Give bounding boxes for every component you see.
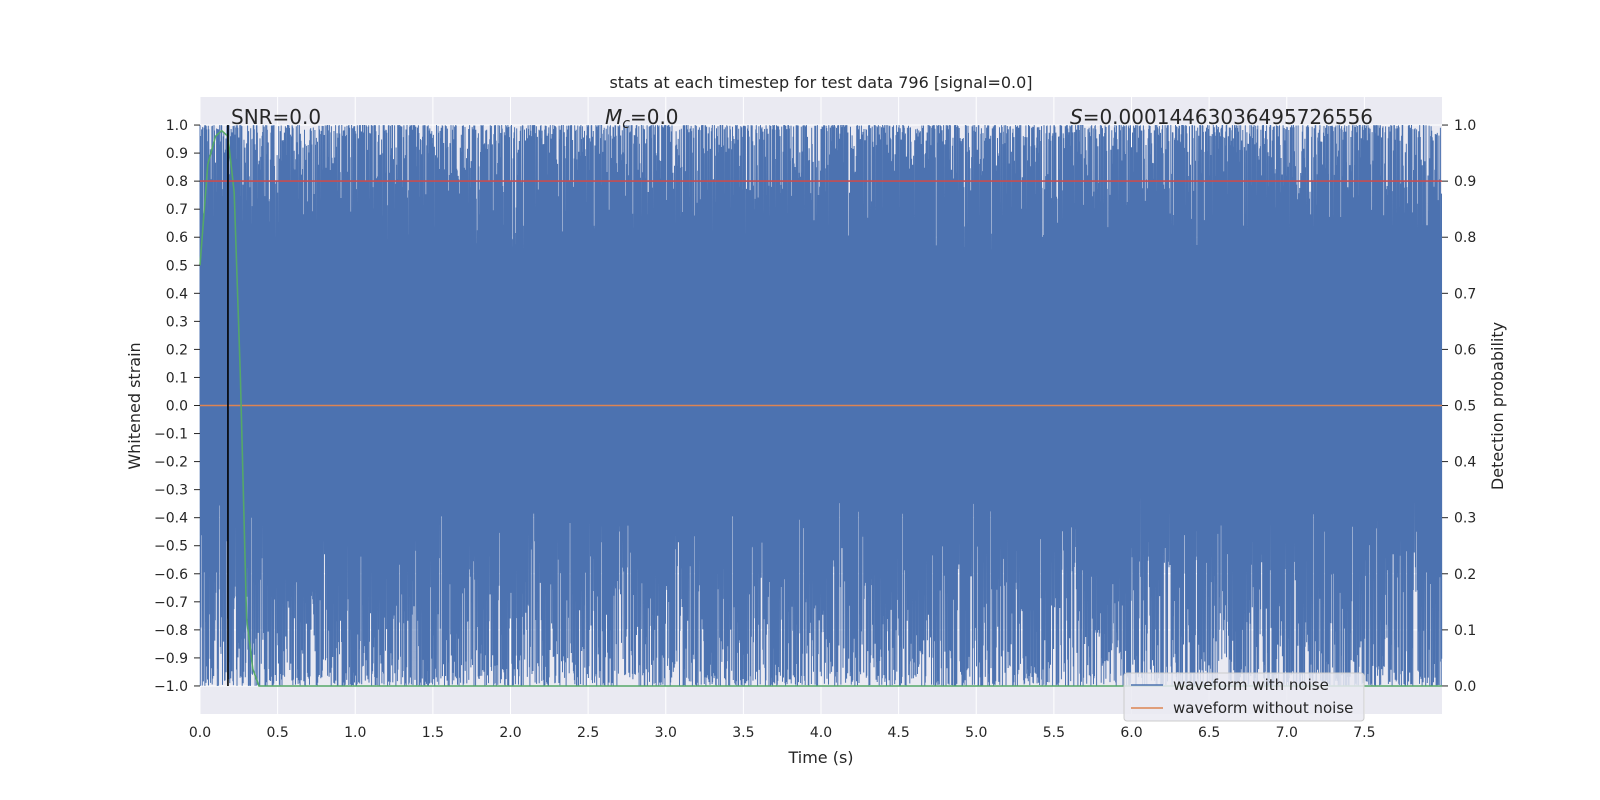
y-tick-label: 0.2 — [166, 342, 188, 358]
y-tick-labels: 1.0 0.9 0.8 0.7 0.6 0.5 0.4 0.3 0.2 0.1 0.0 −0.1 −0.… — [154, 118, 200, 695]
y-tick-label: 0.5 — [166, 258, 188, 274]
s-annotation: S=0.00014463036495726556 — [1070, 105, 1373, 129]
x-tick-label: 5.0 — [965, 725, 987, 741]
x-tick-label: 4.0 — [810, 725, 832, 741]
y-tick-label: 0.1 — [166, 370, 188, 386]
y2-tick-labels: 1.0 0.9 0.8 0.7 0.6 0.5 0.4 0.3 0.2 0.1 0.0 — [1442, 118, 1476, 695]
y2-tick-label: 0.1 — [1454, 623, 1476, 639]
y-tick-label: −0.9 — [154, 651, 188, 667]
x-tick-label: 4.5 — [887, 725, 909, 741]
y-tick-label: −0.3 — [154, 483, 188, 499]
snr-annotation: SNR=0.0 — [231, 105, 321, 129]
legend-box — [1123, 672, 1365, 722]
y-tick-label: 0.4 — [166, 286, 188, 302]
y-tick-label: 0.9 — [166, 146, 188, 162]
x-tick-label: 5.5 — [1043, 725, 1065, 741]
x-tick-label: 1.0 — [344, 725, 366, 741]
mc-symbol: M — [605, 105, 622, 129]
x-tick-labels: 0.0 0.5 1.0 1.5 2.0 2.5 3.0 3.5 4.0 4.5 5.0 5.5 6.0 6… — [189, 725, 1376, 741]
y2-tick-label: 0.4 — [1454, 455, 1476, 471]
y-tick-label: 0.6 — [166, 230, 188, 246]
y-tick-label: 1.0 — [166, 118, 188, 134]
y-tick-label: 0.0 — [166, 399, 188, 415]
chart-title: stats at each timestep for test data 796… — [609, 73, 1032, 92]
legend: waveform with noise waveform without noi… — [1123, 672, 1365, 722]
y2-axis-label: Detection probability — [1488, 322, 1507, 490]
x-tick-label: 2.5 — [577, 725, 599, 741]
y-tick-label: 0.3 — [166, 314, 188, 330]
y2-tick-label: 0.6 — [1454, 342, 1476, 358]
x-tick-label: 0.0 — [189, 725, 211, 741]
x-tick-label: 3.5 — [732, 725, 754, 741]
data-lines — [199, 125, 1442, 687]
x-axis-label: Time (s) — [787, 748, 853, 767]
x-tick-label: 0.5 — [266, 725, 288, 741]
legend-label-clean: waveform without noise — [1173, 699, 1353, 717]
legend-label-noise: waveform with noise — [1173, 676, 1329, 694]
y2-tick-label: 0.8 — [1454, 230, 1476, 246]
y2-tick-label: 0.2 — [1454, 567, 1476, 583]
y2-tick-label: 0.7 — [1454, 286, 1476, 302]
s-value: =0.00014463036495726556 — [1083, 105, 1373, 129]
y-tick-label: −0.8 — [154, 623, 188, 639]
x-tick-label: 2.0 — [499, 725, 521, 741]
y-tick-label: 0.8 — [166, 174, 188, 190]
y2-tick-label: 1.0 — [1454, 118, 1476, 134]
y-tick-label: −0.7 — [154, 595, 188, 611]
y2-tick-label: 0.0 — [1454, 679, 1476, 695]
chirp-mass-annotation: Mc=0.0 — [605, 105, 679, 132]
y-tick-label: −0.5 — [154, 539, 188, 555]
x-tick-label: 3.0 — [655, 725, 677, 741]
mc-value: =0.0 — [630, 105, 679, 129]
y-tick-label: −0.1 — [154, 427, 188, 443]
x-tick-label: 7.0 — [1276, 725, 1298, 741]
series-line-detection-probability — [199, 129, 1442, 687]
x-tick-label: 6.0 — [1120, 725, 1142, 741]
y-tick-label: −0.6 — [154, 567, 188, 583]
y-tick-label: −1.0 — [154, 679, 188, 695]
x-tick-label: 1.5 — [422, 725, 444, 741]
y-tick-label: 0.7 — [166, 202, 188, 218]
y-tick-label: −0.4 — [154, 511, 188, 527]
y2-tick-label: 0.3 — [1454, 511, 1476, 527]
mc-subscript: c — [622, 116, 630, 132]
y2-tick-label: 0.5 — [1454, 399, 1476, 415]
x-tick-label: 7.5 — [1353, 725, 1375, 741]
s-symbol: S — [1070, 105, 1083, 129]
y2-tick-label: 0.9 — [1454, 174, 1476, 190]
x-tick-label: 6.5 — [1198, 725, 1220, 741]
y-axis-label: Whitened strain — [125, 342, 144, 469]
y-tick-label: −0.2 — [154, 455, 188, 471]
